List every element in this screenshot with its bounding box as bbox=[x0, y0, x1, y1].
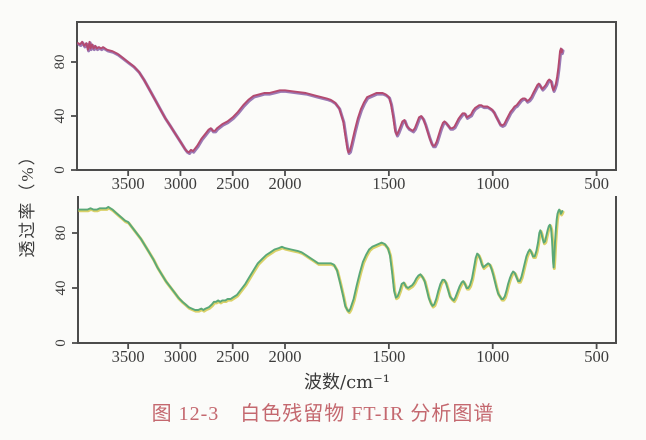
y-tick-label: 40 bbox=[52, 108, 68, 124]
x-tick-label: 500 bbox=[584, 174, 609, 193]
x-tick-label: 3500 bbox=[111, 174, 145, 193]
x-tick-label: 1500 bbox=[372, 347, 406, 366]
figure-caption: 图 12-3 白色残留物 FT-IR 分析图谱 bbox=[151, 403, 495, 425]
y-tick-label: 80 bbox=[53, 225, 69, 241]
x-axis-label: 波数/cm⁻¹ bbox=[304, 372, 390, 393]
y-tick-label: 0 bbox=[52, 166, 68, 174]
x-tick-label: 1500 bbox=[372, 174, 406, 193]
y-tick-label: 80 bbox=[52, 54, 68, 70]
plot-frame bbox=[77, 196, 617, 344]
x-tick-label: 3000 bbox=[163, 174, 197, 193]
x-tick-label: 1000 bbox=[476, 174, 510, 193]
x-tick-label: 2500 bbox=[216, 174, 250, 193]
white-residue-ftir-upper-curve bbox=[77, 40, 564, 154]
white-residue-ftir-lower-curve bbox=[78, 205, 564, 313]
white-residue-ftir-upper-underlay-curve bbox=[77, 41, 565, 155]
x-tick-label: 2000 bbox=[268, 347, 302, 366]
white-residue-ftir-lower-underlay-curve bbox=[78, 206, 565, 314]
plot-frame bbox=[76, 21, 617, 171]
x-tick-label: 2000 bbox=[268, 174, 302, 193]
y-tick-label: 0 bbox=[53, 339, 69, 347]
x-tick-label: 3000 bbox=[163, 347, 197, 366]
x-tick-label: 500 bbox=[584, 347, 609, 366]
y-tick-label: 40 bbox=[53, 280, 69, 296]
x-tick-label: 2500 bbox=[216, 347, 250, 366]
x-tick-label: 3500 bbox=[111, 347, 145, 366]
y-axis-label: 透过率（%） bbox=[18, 146, 37, 258]
x-tick-label: 1000 bbox=[476, 347, 510, 366]
